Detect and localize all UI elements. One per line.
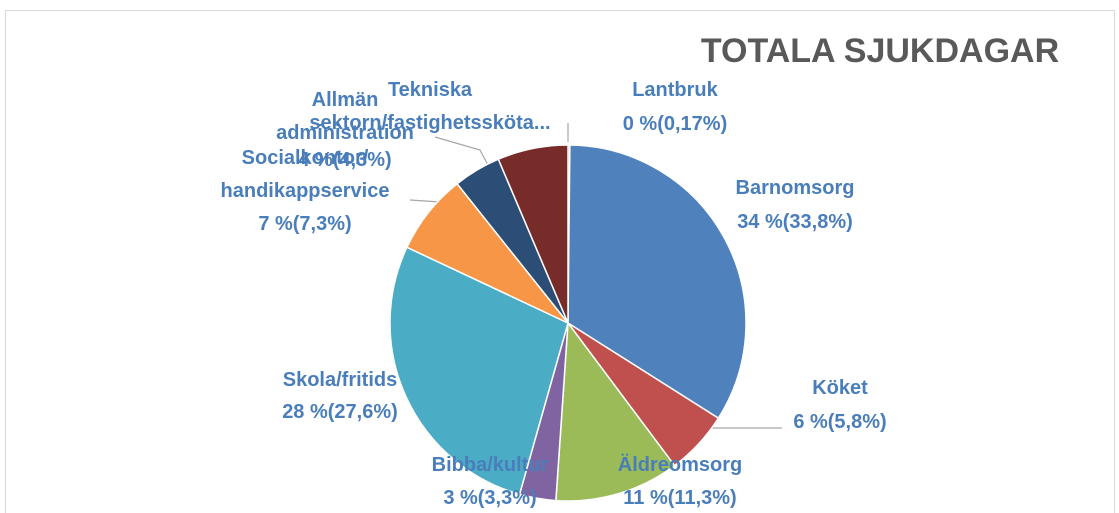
value-label: 7 %(7,3%) — [258, 213, 352, 235]
value-label: 34 %(33,8%) — [737, 211, 853, 233]
category-label: Äldreomsorg — [617, 454, 743, 476]
pie-slice — [555, 320, 676, 502]
chart-title: TOTALA SJUKDAGAR — [700, 32, 1060, 70]
pie-slice — [497, 144, 569, 324]
category-label: Skola/fritids — [282, 369, 398, 391]
pie-slice — [389, 246, 569, 496]
value-label: 11 %(11,3%) — [623, 487, 737, 509]
pie-slice — [567, 144, 747, 420]
category-label: Barnomsorg — [735, 177, 855, 199]
category-label: Allmän administration — [276, 89, 414, 144]
leader-line — [434, 136, 489, 166]
value-label: 4 %(4,3%) — [298, 149, 392, 171]
category-label: Köket — [812, 377, 868, 399]
value-label: 0 %(0,17%) — [622, 113, 728, 135]
value-label: 3 %(3,3%) — [443, 487, 537, 509]
category-label: Tekniska sektorn/fastighetsskötа... — [309, 79, 551, 134]
category-label: Lantbruk — [632, 79, 718, 101]
category-label: Socialkontor/ handikappservice — [220, 147, 390, 202]
value-label: 28 %(27,6%) — [282, 401, 398, 423]
value-label: 6 %(5,8%) — [793, 411, 887, 433]
category-label: Bibba/kultur — [431, 454, 549, 476]
